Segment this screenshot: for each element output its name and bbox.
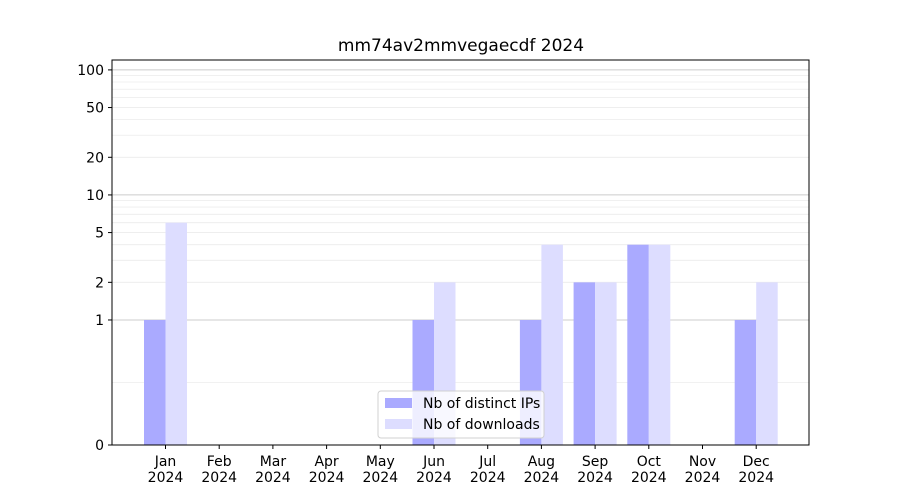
y-tick-label: 50 <box>86 101 104 117</box>
x-tick-label: Oct 2024 <box>631 454 667 486</box>
y-tick-label: 2 <box>95 275 104 291</box>
x-tick-label: Feb 2024 <box>201 454 237 486</box>
y-tick-label: 5 <box>95 226 104 242</box>
x-tick-label: Dec 2024 <box>738 454 774 486</box>
y-tick-label: 10 <box>86 188 104 204</box>
bar <box>573 282 596 445</box>
y-tick-label: 0 <box>95 438 104 454</box>
grid-lines <box>112 69 809 383</box>
x-tick-label: May 2024 <box>362 454 398 486</box>
legend-box <box>377 390 545 439</box>
bar <box>627 244 649 445</box>
bar <box>165 222 187 445</box>
bar <box>756 282 778 445</box>
y-tick-label: 100 <box>77 63 104 79</box>
bar <box>734 319 757 445</box>
bar <box>595 282 617 445</box>
x-tick-label: Apr 2024 <box>309 454 345 486</box>
x-tick-label: Jan 2024 <box>148 454 184 486</box>
chart-title: mm74av2mmvegaecdf 2024 <box>338 36 584 56</box>
x-tick-label: Sep 2024 <box>577 454 613 486</box>
y-tick-label: 1 <box>95 313 104 329</box>
legend: Nb of distinct IPs Nb of downloads <box>377 390 545 439</box>
x-axis: Jan 2024 Feb 2024 Mar 2024 Apr 2024 May 2024 Jun 20… <box>148 445 774 486</box>
bar <box>144 319 166 445</box>
bar <box>648 244 671 445</box>
legend-swatch <box>385 419 412 429</box>
y-tick-label: 20 <box>86 150 104 166</box>
legend-swatch <box>385 398 412 408</box>
x-tick-label: Jun 2024 <box>416 454 452 486</box>
x-tick-label: Mar 2024 <box>255 454 291 486</box>
bar <box>541 244 563 445</box>
x-tick-label: Nov 2024 <box>685 454 721 486</box>
x-tick-label: Jul 2024 <box>470 454 506 486</box>
legend-label: Nb of downloads <box>423 417 540 433</box>
legend-label: Nb of distinct IPs <box>423 396 540 412</box>
plot-area-frame <box>111 59 810 446</box>
y-axis: 0 1 2 5 10 20 50 100 <box>77 63 112 454</box>
x-tick-label: Aug 2024 <box>524 454 560 486</box>
